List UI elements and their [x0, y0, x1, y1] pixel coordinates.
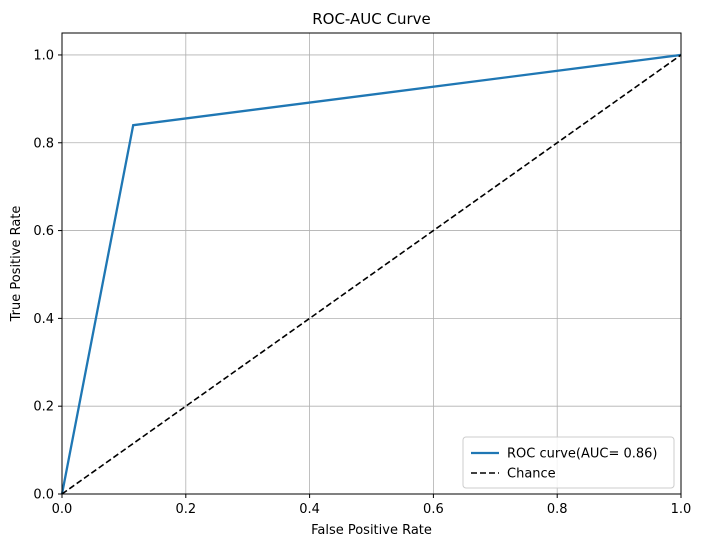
- y-axis-title: True Positive Rate: [9, 206, 24, 323]
- y-tick-label: 0.4: [33, 312, 54, 327]
- legend-label-roc: ROC curve(AUC= 0.86): [507, 447, 658, 462]
- legend: ROC curve(AUC= 0.86) Chance: [462, 436, 675, 489]
- chart-title: ROC-AUC Curve: [312, 10, 431, 28]
- x-axis-title: False Positive Rate: [311, 523, 432, 538]
- y-tick-label: 1.0: [33, 48, 54, 63]
- x-tick-label: 0.4: [299, 502, 320, 517]
- x-tick-label: 0.6: [423, 502, 444, 517]
- x-tick-label: 1.0: [671, 502, 692, 517]
- series-layer: [60, 53, 682, 495]
- x-tick-label: 0.8: [547, 502, 568, 517]
- plot-frame: [61, 32, 682, 495]
- grid: [61, 33, 682, 495]
- x-tick-label: 0.0: [52, 502, 73, 517]
- legend-box: [462, 436, 675, 489]
- y-tick-label: 0.0: [33, 488, 54, 503]
- chance-line: [61, 54, 682, 495]
- roc-curve-line: [60, 53, 682, 495]
- y-tick-label: 0.2: [33, 400, 54, 415]
- y-tick-label: 0.6: [33, 224, 54, 239]
- y-tick-label: 0.8: [33, 136, 54, 151]
- ticks: 0.0 0.2 0.4 0.6 0.8 1.0 0.0 0.2 0.4 0.6 0.8 1.0: [33, 48, 691, 517]
- legend-label-chance: Chance: [507, 467, 556, 482]
- x-tick-label: 0.2: [175, 502, 196, 517]
